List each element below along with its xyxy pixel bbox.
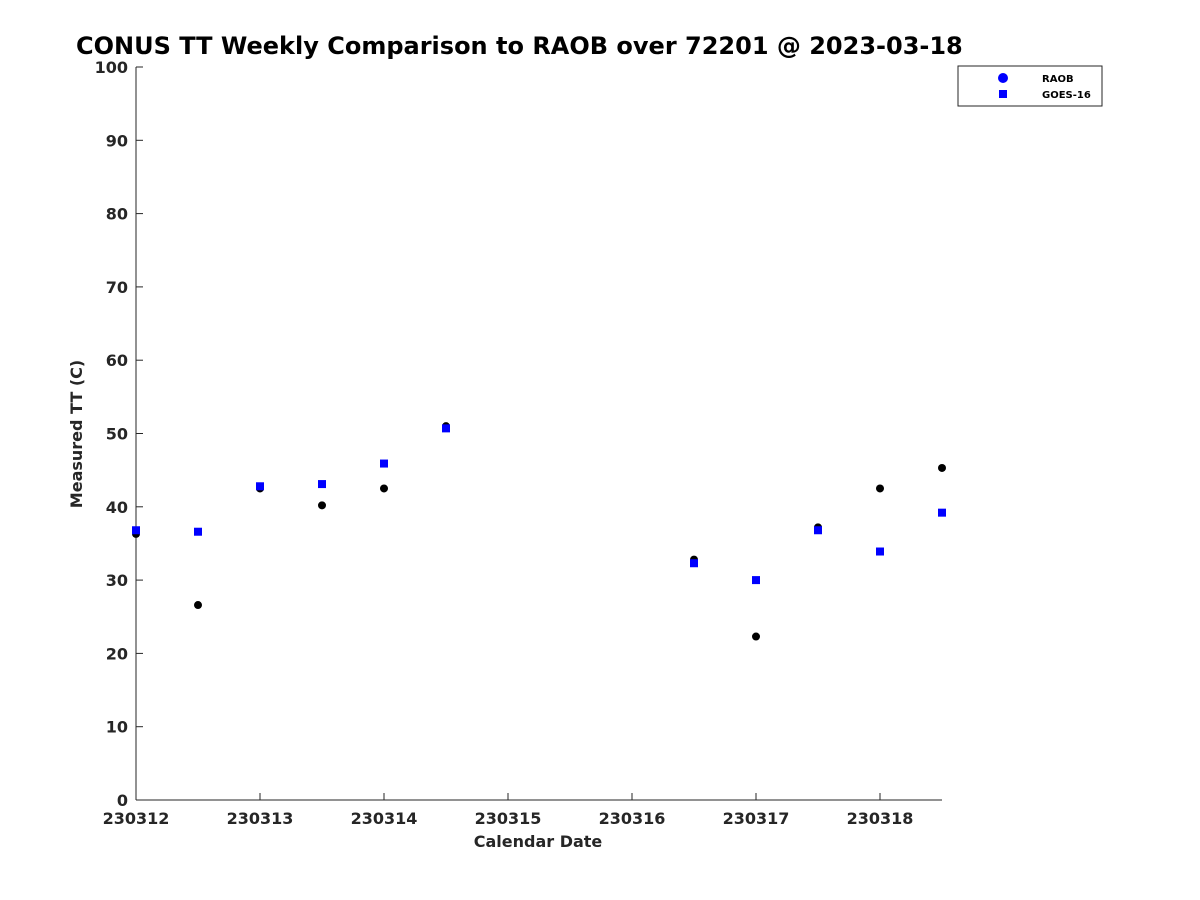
- goes-16-point: [318, 480, 326, 489]
- x-tick-label: 230314: [351, 809, 418, 828]
- y-tick-label: 90: [106, 131, 128, 150]
- y-axis-label: Measured TT (C): [67, 360, 86, 508]
- x-tick-label: 230317: [723, 809, 790, 828]
- goes-16-point: [380, 459, 388, 468]
- raob-point: [194, 601, 202, 610]
- legend-label: RAOB: [1042, 74, 1074, 85]
- y-tick-label: 70: [106, 278, 128, 297]
- y-ticks: 0 10 20 30 40 50 60 70 80 90 100: [95, 58, 143, 810]
- series-raob: [132, 422, 946, 641]
- goes-16-point: [752, 576, 760, 585]
- y-tick-label: 50: [106, 425, 128, 444]
- goes-16-point: [132, 526, 140, 535]
- series-layer: [132, 422, 946, 641]
- x-axis-label: Calendar Date: [474, 832, 603, 851]
- legend-box: [957, 65, 1103, 107]
- x-tick-label: 230312: [103, 809, 170, 828]
- goes-16-point: [442, 424, 450, 433]
- goes-16-point: [194, 527, 202, 536]
- y-tick-label: 40: [106, 498, 128, 517]
- goes-16-point: [690, 559, 698, 568]
- goes-16-point: [256, 482, 264, 491]
- chart-title: CONUS TT Weekly Comparison to RAOB over …: [76, 32, 963, 60]
- x-tick-label: 230316: [599, 809, 666, 828]
- legend-marker-circle: [998, 73, 1008, 83]
- series-goes-16: [132, 424, 946, 585]
- y-tick-label: 60: [106, 351, 128, 370]
- legend-marker-square: [999, 90, 1007, 98]
- y-tick-label: 30: [106, 571, 128, 590]
- raob-point: [938, 463, 946, 472]
- goes-16-point: [814, 526, 822, 535]
- x-ticks: 230312 230313 230314 230315 230316 230317 2303…: [103, 793, 914, 828]
- y-tick-label: 0: [117, 791, 128, 810]
- raob-point: [380, 484, 388, 493]
- legend-label: GOES-16: [1042, 90, 1091, 101]
- goes-16-point: [938, 508, 946, 517]
- legend: RAOB GOES-16: [957, 65, 1103, 107]
- raob-point: [318, 501, 326, 510]
- y-tick-label: 20: [106, 644, 128, 663]
- goes-16-point: [876, 547, 884, 556]
- y-tick-label: 100: [95, 58, 128, 77]
- x-tick-label: 230313: [227, 809, 294, 828]
- raob-point: [876, 484, 884, 493]
- x-tick-label: 230318: [847, 809, 914, 828]
- x-tick-label: 230315: [475, 809, 542, 828]
- raob-point: [752, 632, 760, 641]
- axes: [135, 67, 942, 801]
- y-tick-label: 80: [106, 205, 128, 224]
- y-tick-label: 10: [106, 718, 128, 737]
